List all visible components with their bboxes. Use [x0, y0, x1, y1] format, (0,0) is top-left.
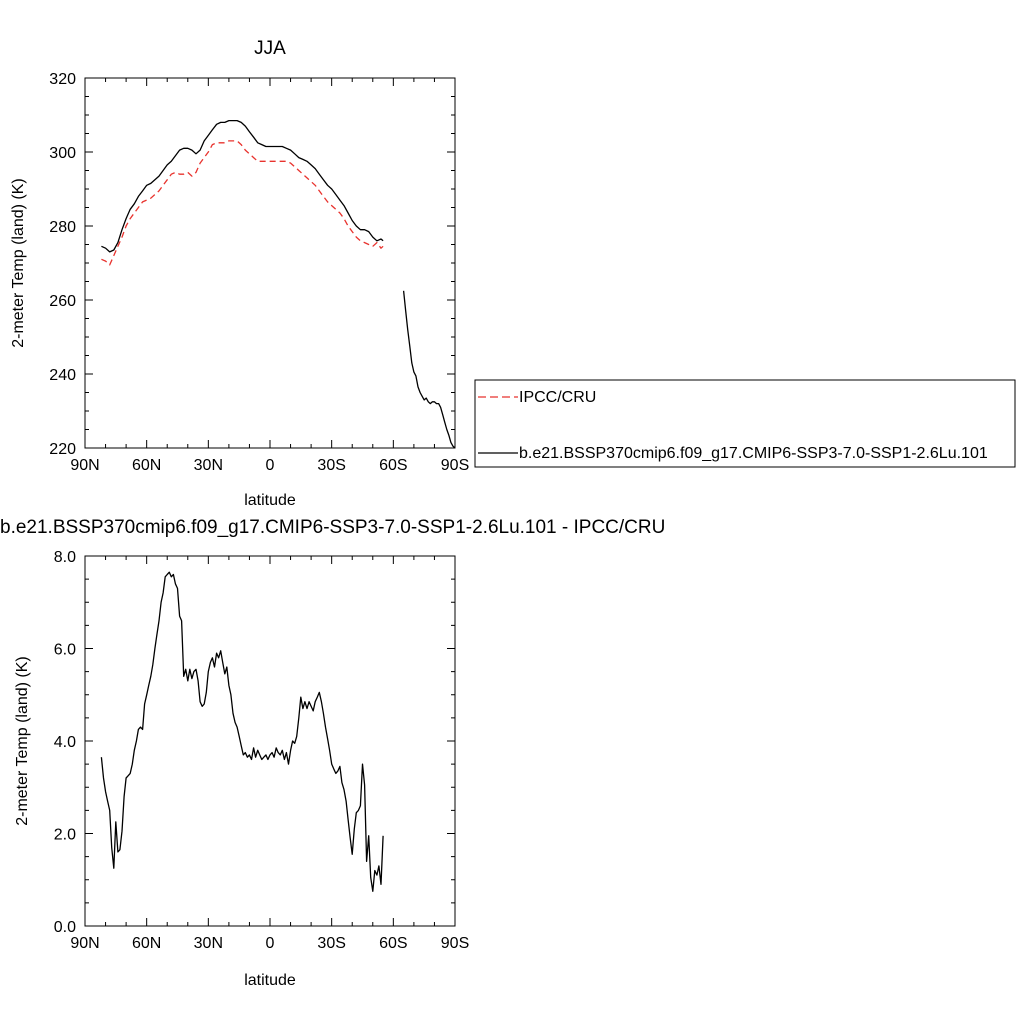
- y-tick-label: 240: [49, 367, 76, 384]
- x-tick-label: 0: [266, 457, 275, 474]
- x-tick-label: 60N: [132, 457, 161, 474]
- bottom-y-axis-label: 2-meter Temp (land) (K): [14, 656, 31, 826]
- bottom-chart-title: b.e21.BSSP370cmip6.f09_g17.CMIP6-SSP3-7.…: [0, 517, 665, 538]
- x-tick-label: 90S: [441, 935, 469, 952]
- x-tick-label: 30N: [194, 457, 223, 474]
- y-tick-label: 320: [49, 71, 76, 88]
- x-tick-label: 90N: [70, 935, 99, 952]
- y-tick-label: 6.0: [54, 642, 76, 659]
- top-plot-frame: [84, 77, 456, 449]
- y-tick-label: 2.0: [54, 827, 76, 844]
- legend: IPCC/CRU b.e21.BSSP370cmip6.f09_g17.CMIP…: [474, 379, 1016, 468]
- legend-label-model: b.e21.BSSP370cmip6.f09_g17.CMIP6-SSP3-7.…: [519, 445, 988, 462]
- series-line-1-segment-1: [402, 290, 456, 449]
- top-x-axis-label: latitude: [244, 492, 296, 509]
- x-tick-label: 60S: [379, 457, 407, 474]
- y-tick-label: 260: [49, 293, 76, 310]
- bottom-x-axis-label: latitude: [244, 972, 296, 989]
- series-line-1-segment-0: [101, 119, 384, 253]
- series-line-0-segment-0: [100, 571, 384, 892]
- legend-label-ipcc-cru: IPCC/CRU: [519, 389, 596, 406]
- x-tick-label: 90N: [70, 457, 99, 474]
- y-tick-label: 300: [49, 145, 76, 162]
- x-tick-label: 0: [266, 935, 275, 952]
- top-chart-title: JJA: [254, 38, 286, 59]
- x-tick-label: 60S: [379, 935, 407, 952]
- y-tick-label: 4.0: [54, 734, 76, 751]
- y-tick-label: 8.0: [54, 549, 76, 566]
- bottom-plot-frame: [84, 555, 456, 927]
- x-tick-label: 30N: [194, 935, 223, 952]
- y-tick-label: 0.0: [54, 919, 76, 936]
- y-tick-label: 220: [49, 441, 76, 458]
- x-tick-label: 30S: [317, 935, 345, 952]
- x-tick-label: 60N: [132, 935, 161, 952]
- top-y-axis-label: 2-meter Temp (land) (K): [10, 178, 27, 348]
- top-panel: JJA 90N 60N 30N 0 30S 60S 90S 220 240 260 280 300 3…: [10, 38, 1016, 509]
- y-tick-label: 280: [49, 219, 76, 236]
- x-tick-label: 90S: [441, 457, 469, 474]
- x-tick-label: 30S: [317, 457, 345, 474]
- bottom-panel: b.e21.BSSP370cmip6.f09_g17.CMIP6-SSP3-7.…: [0, 517, 665, 989]
- legend-box: [474, 379, 1016, 468]
- series-line-0-segment-0: [101, 140, 384, 266]
